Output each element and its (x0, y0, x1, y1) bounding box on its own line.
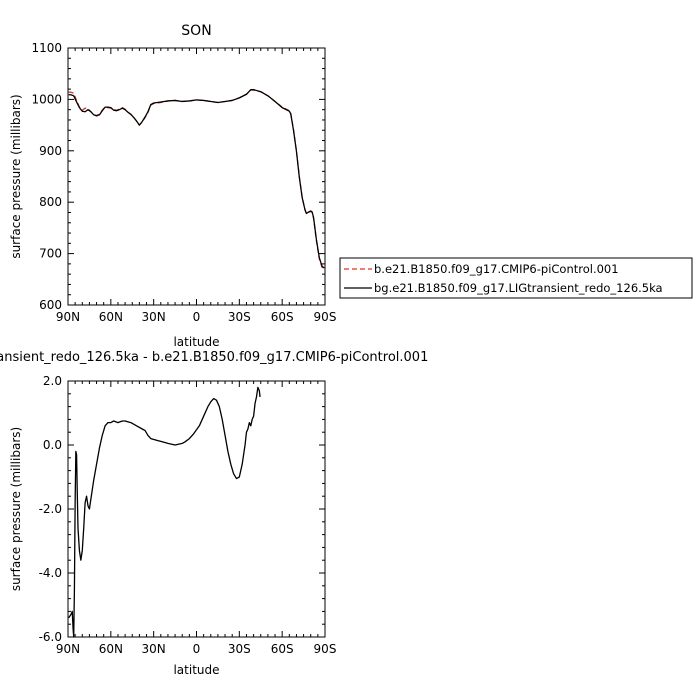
x-tick-label: 30N (142, 310, 166, 324)
x-tick-label: 90N (56, 642, 80, 656)
chart-title: SON (181, 23, 211, 39)
x-tick-label: 60S (271, 310, 294, 324)
x-minor-ticks (74, 48, 319, 305)
series-line-2 (68, 88, 325, 269)
y-tick-label: 0.0 (43, 438, 62, 452)
x-tick-label: 0 (193, 642, 201, 656)
y-axis: 600 700 800 900 1000 1100 (31, 41, 325, 312)
x-tick-label: 90S (314, 310, 337, 324)
legend-entry-label: b.e21.B1850.f09_g17.CMIP6-piControl.001 (374, 262, 619, 276)
plot-frame (67, 380, 326, 638)
x-tick-label: 60N (99, 642, 123, 656)
y-tick-label: 600 (39, 298, 62, 312)
series-lines (68, 88, 325, 270)
x-tick-label: 60N (99, 310, 123, 324)
y-axis-label: surface pressure (millibars) (9, 427, 23, 591)
x-tick-label: 60S (271, 642, 294, 656)
plot-frame (67, 47, 326, 306)
y-tick-label: 1100 (31, 41, 62, 55)
y-tick-label: -6.0 (39, 630, 62, 644)
y-tick-label: 2.0 (43, 374, 62, 388)
y-tick-label: 900 (39, 144, 62, 158)
y-tick-label: 800 (39, 195, 62, 209)
x-tick-label: 90N (56, 310, 80, 324)
x-axis: 90N 60N 30N 0 30S 60S 90S (56, 381, 337, 656)
y-axis: -6.0 -4.0 -2.0 0.0 2.0 (39, 374, 325, 644)
y-tick-label: -2.0 (39, 502, 62, 516)
chart-panel-2: LIGtransient_redo_126.5ka - b.e21.B1850.… (0, 350, 428, 677)
x-tick-label: 90S (314, 642, 337, 656)
y-axis-label: surface pressure (millibars) (9, 94, 23, 258)
x-tick-label: 30S (228, 642, 251, 656)
y-tick-label: 700 (39, 247, 62, 261)
x-minor-ticks (74, 381, 319, 637)
x-axis: 90N 60N 30N 0 30S 60S 90S (56, 48, 337, 324)
x-tick-label: 30S (228, 310, 251, 324)
y-tick-label: -4.0 (39, 566, 62, 580)
x-tick-label: 30N (142, 642, 166, 656)
series-lines (68, 386, 261, 638)
x-axis-label: latitude (173, 663, 219, 677)
legend-box (339, 257, 693, 299)
y-tick-label: 1000 (31, 92, 62, 106)
legend-entry-label: bg.e21.B1850.f09_g17.LIGtransient_redo_1… (374, 281, 663, 295)
x-tick-label: 0 (193, 310, 201, 324)
series-line-1 (68, 89, 325, 270)
x-axis-label: latitude (173, 335, 219, 349)
legend: b.e21.B1850.f09_g17.CMIP6-piControl.001b… (339, 257, 693, 299)
series-line-1 (68, 386, 261, 638)
chart-title: LIGtransient_redo_126.5ka - b.e21.B1850.… (0, 350, 428, 365)
